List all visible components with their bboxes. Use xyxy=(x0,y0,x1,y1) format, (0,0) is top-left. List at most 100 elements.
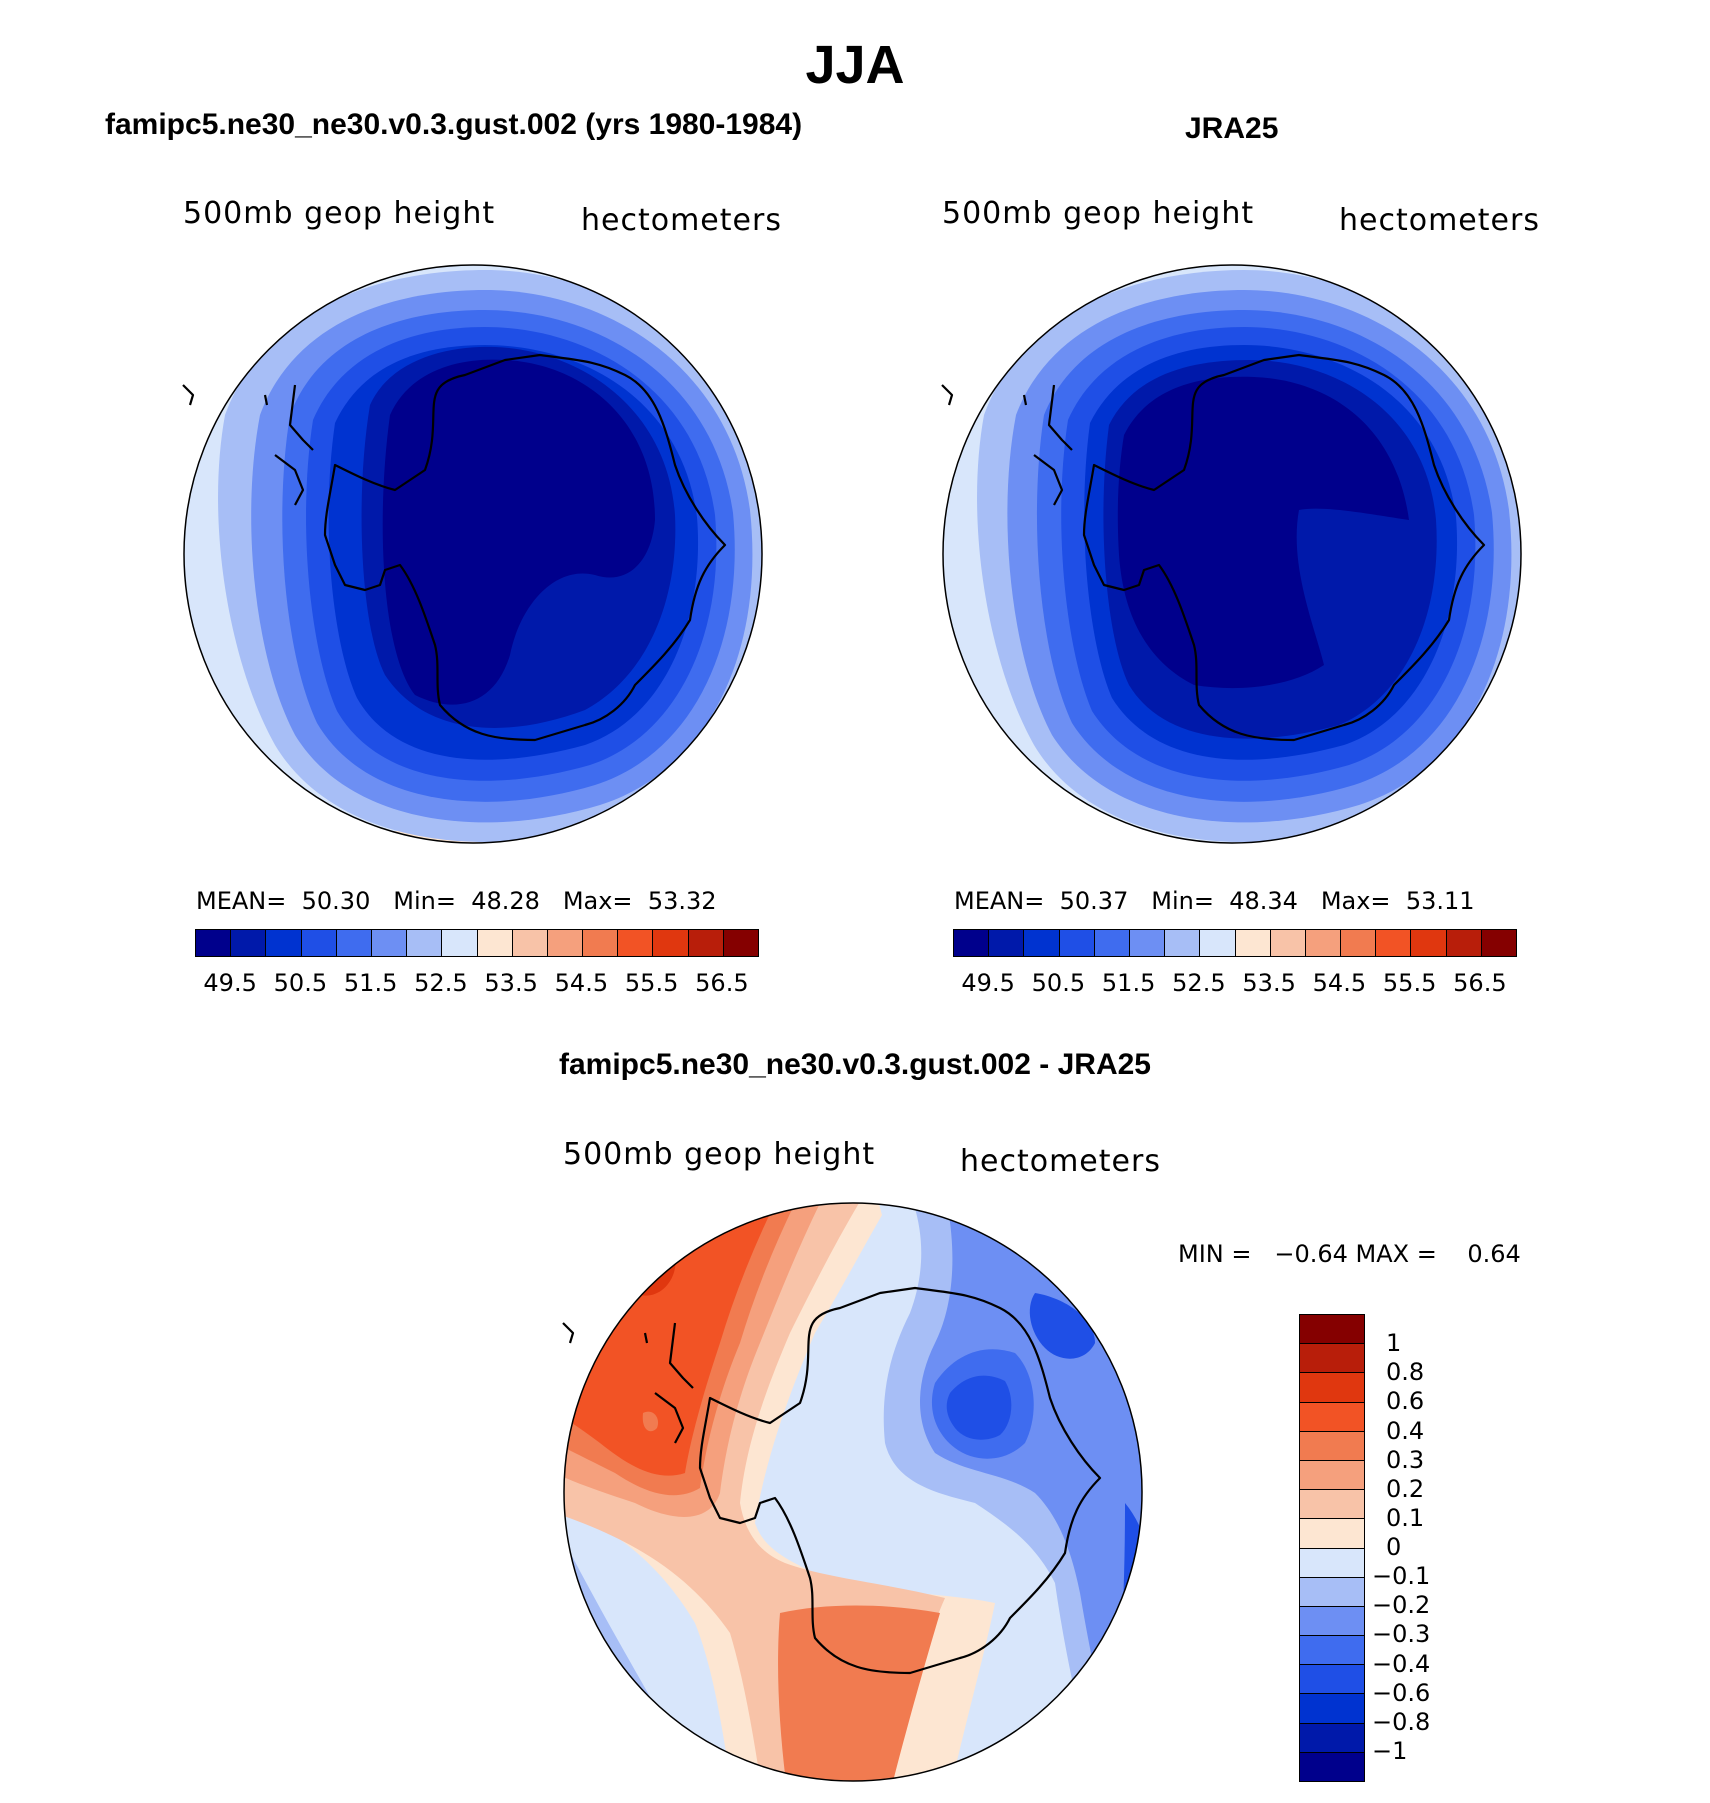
difference-colorbar-swatch xyxy=(1300,1665,1364,1695)
model-colorbar-tick-label: 56.5 xyxy=(695,969,749,997)
difference-colorbar-swatch xyxy=(1300,1723,1364,1753)
model-colorbar-tick-label: 54.5 xyxy=(554,969,609,997)
obs-colorbar-swatch xyxy=(1446,930,1482,956)
difference-variable: 500mb geop height xyxy=(563,1137,876,1172)
model-polar-map xyxy=(182,264,763,844)
panel-model-units: hectometers xyxy=(581,203,782,238)
difference-colorbar-tick-label: −0.1 xyxy=(1372,1562,1431,1591)
obs-colorbar-swatch xyxy=(1059,930,1095,956)
difference-colorbar-swatch xyxy=(1300,1315,1364,1345)
difference-colorbar-tick-label: −0.2 xyxy=(1372,1591,1431,1620)
model-colorbar-swatch xyxy=(688,930,724,956)
obs-mean-value: 50.37 xyxy=(1059,887,1129,915)
model-colorbar-swatch xyxy=(266,930,302,956)
obs-colorbar-tick-label: 54.5 xyxy=(1312,969,1367,997)
difference-colorbar-tick-label: −0.6 xyxy=(1372,1678,1431,1707)
obs-colorbar-tick-label: 52.5 xyxy=(1172,969,1226,997)
difference-colorbar-swatch xyxy=(1300,1431,1364,1461)
obs-max-value: 53.11 xyxy=(1405,887,1475,915)
obs-colorbar-tick-label: 49.5 xyxy=(961,969,1015,997)
obs-max-label: Max= xyxy=(1320,887,1391,915)
model-colorbar-swatch xyxy=(442,930,478,956)
difference-colorbar-swatch xyxy=(1300,1402,1364,1432)
obs-colorbar-tick-label: 53.5 xyxy=(1242,969,1296,997)
obs-colorbar-swatch xyxy=(1376,930,1412,956)
obs-colorbar-swatch xyxy=(1235,930,1271,956)
model-colorbar-swatch xyxy=(336,930,372,956)
difference-colorbar-swatch xyxy=(1300,1577,1364,1607)
model-colorbar-swatch xyxy=(512,930,548,956)
model-colorbar-tick-label: 53.5 xyxy=(484,969,538,997)
model-colorbar-swatch xyxy=(196,930,232,956)
model-colorbar-tick-label: 50.5 xyxy=(273,969,328,997)
obs-colorbar-swatch xyxy=(1200,930,1236,956)
model-colorbar-tick-label: 51.5 xyxy=(343,969,398,997)
obs-colorbar-tick-label: 50.5 xyxy=(1031,969,1086,997)
obs-mean-label: MEAN= xyxy=(954,887,1045,915)
difference-colorbar-swatch xyxy=(1300,1752,1364,1781)
difference-colorbar xyxy=(1299,1314,1365,1782)
model-max-label: Max= xyxy=(562,887,633,915)
panel-obs-title: JRA25 xyxy=(1185,112,1279,145)
model-colorbar-swatch xyxy=(371,930,408,956)
obs-colorbar-swatch xyxy=(1094,930,1130,956)
difference-colorbar-tick-label: 0.3 xyxy=(1386,1445,1425,1474)
difference-colorbar-tick-label: −0.4 xyxy=(1372,1649,1431,1678)
model-colorbar-swatch xyxy=(583,930,619,956)
model-colorbar-swatch xyxy=(618,930,654,956)
obs-min-label: Min= xyxy=(1151,887,1214,915)
panel-obs-units: hectometers xyxy=(1339,203,1540,238)
model-colorbar xyxy=(195,929,759,957)
obs-colorbar-swatch xyxy=(1411,930,1447,956)
obs-colorbar-swatch xyxy=(1129,930,1166,956)
difference-units: hectometers xyxy=(960,1144,1161,1179)
difference-colorbar-swatch xyxy=(1300,1460,1364,1491)
model-max-value: 53.32 xyxy=(647,887,717,915)
obs-colorbar-tick-label: 55.5 xyxy=(1382,969,1437,997)
obs-polar-map xyxy=(941,264,1522,844)
difference-colorbar-swatch xyxy=(1300,1373,1364,1403)
obs-colorbar xyxy=(953,929,1517,957)
difference-title: famipc5.ne30_ne30.v0.3.gust.002 - JRA25 xyxy=(559,1048,1151,1081)
difference-colorbar-tick-label: 0.2 xyxy=(1386,1474,1425,1503)
model-colorbar-swatch xyxy=(301,930,337,956)
model-colorbar-ticks: 49.5 50.5 51.5 52.5 53.5 54.5 55.5 56.5 xyxy=(195,969,757,999)
model-colorbar-swatch xyxy=(653,930,689,956)
model-colorbar-swatch xyxy=(723,930,758,956)
obs-colorbar-tick-label: 51.5 xyxy=(1101,969,1156,997)
obs-colorbar-swatch xyxy=(1024,930,1060,956)
model-colorbar-tick-label: 49.5 xyxy=(203,969,257,997)
obs-colorbar-swatch xyxy=(1481,930,1516,956)
difference-colorbar-tick-label: 0.1 xyxy=(1386,1503,1425,1532)
obs-colorbar-swatch xyxy=(1270,930,1306,956)
obs-colorbar-tick-label: 56.5 xyxy=(1453,969,1507,997)
difference-colorbar-tick-label: −0.3 xyxy=(1372,1620,1431,1649)
main-title: JJA xyxy=(805,35,905,95)
obs-colorbar-swatch xyxy=(989,930,1025,956)
difference-colorbar-ticks: 1 0.8 0.6 0.4 0.3 0.2 0.1 0 −0.1 −0.2 −0.3 −0.4 −0.6… xyxy=(1372,1314,1492,1780)
difference-colorbar-swatch xyxy=(1300,1519,1364,1549)
model-colorbar-tick-label: 52.5 xyxy=(414,969,468,997)
model-colorbar-swatch xyxy=(477,930,513,956)
model-colorbar-tick-label: 55.5 xyxy=(624,969,679,997)
difference-colorbar-swatch xyxy=(1300,1548,1364,1578)
difference-colorbar-tick-label: −1 xyxy=(1372,1736,1408,1765)
difference-colorbar-tick-label: −0.8 xyxy=(1372,1707,1431,1736)
difference-minmax: MIN = −0.64 MAX = 0.64 xyxy=(1178,1240,1521,1268)
difference-polar-map xyxy=(562,1202,1143,1782)
obs-colorbar-ticks: 49.5 50.5 51.5 52.5 53.5 54.5 55.5 56.5 xyxy=(953,969,1515,999)
difference-colorbar-tick-label: 0.8 xyxy=(1386,1358,1425,1387)
obs-colorbar-swatch xyxy=(1341,930,1377,956)
difference-colorbar-swatch xyxy=(1300,1606,1364,1637)
model-mean-value: 50.30 xyxy=(301,887,371,915)
model-min-label: Min= xyxy=(393,887,456,915)
difference-colorbar-tick-label: 1 xyxy=(1386,1329,1402,1358)
model-colorbar-swatch xyxy=(547,930,584,956)
model-min-value: 48.28 xyxy=(471,887,540,915)
obs-min-value: 48.34 xyxy=(1229,887,1298,915)
model-colorbar-swatch xyxy=(231,930,267,956)
obs-stats: MEAN= 50.37 Min= 48.34 Max= 53.11 xyxy=(954,887,1475,915)
panel-model-variable: 500mb geop height xyxy=(183,196,496,231)
obs-colorbar-swatch xyxy=(954,930,990,956)
obs-colorbar-swatch xyxy=(1165,930,1201,956)
